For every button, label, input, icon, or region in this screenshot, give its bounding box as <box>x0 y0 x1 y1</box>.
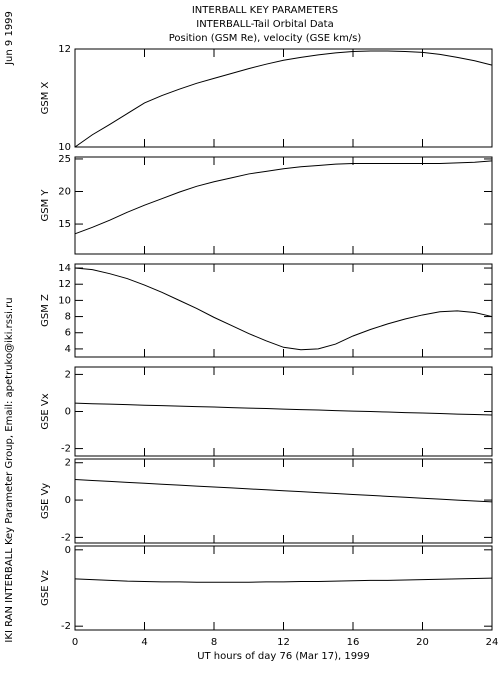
y-tick-label: 20 <box>58 187 71 198</box>
y-tick-label: 0 <box>65 407 71 418</box>
y-tick-label: 2 <box>65 458 71 469</box>
data-line <box>74 160 493 235</box>
y-tick-label: 12 <box>58 279 71 290</box>
y-tick-label: -2 <box>61 532 71 543</box>
data-line <box>74 267 493 351</box>
plot-frame <box>74 545 493 631</box>
x-tick-label: 20 <box>416 637 429 648</box>
y-tick-label: 10 <box>58 295 71 306</box>
y-tick-label: 8 <box>65 312 71 323</box>
x-tick-label: 8 <box>211 637 217 648</box>
y-tick-label: 2 <box>65 369 71 380</box>
x-tick-label: 12 <box>277 637 290 648</box>
y-tick-label: 25 <box>58 154 71 165</box>
y-tick-label: -2 <box>61 621 71 632</box>
data-line <box>74 479 493 503</box>
plot-frame <box>74 366 493 457</box>
y-tick-label: 15 <box>58 219 71 230</box>
credit: IKI RAN INTERBALL Key Parameter Group, E… <box>4 297 15 642</box>
x-tick-label: 24 <box>486 637 499 648</box>
plot-frame <box>74 156 493 255</box>
title-line: INTERBALL-Tail Orbital Data <box>196 19 333 30</box>
plot-frame <box>74 48 493 148</box>
x-tick-label: 16 <box>347 637 360 648</box>
y-axis-label: GSM Y <box>40 189 51 222</box>
y-tick-label: 6 <box>65 328 71 339</box>
y-axis-label: GSE Vy <box>40 483 51 519</box>
y-tick-label: 12 <box>58 44 71 55</box>
y-tick-label: 0 <box>65 545 71 556</box>
x-tick-label: 4 <box>141 637 147 648</box>
x-axis-label: UT hours of day 76 (Mar 17), 1999 <box>197 651 370 662</box>
y-axis-label: GSM Z <box>40 294 51 327</box>
y-tick-label: 14 <box>58 263 71 274</box>
y-axis-label: GSE Vz <box>40 570 51 606</box>
date: Jun 9 1999 <box>4 11 15 66</box>
y-axis-label: GSM X <box>40 81 51 114</box>
plot-frame <box>74 458 493 544</box>
data-line <box>74 577 493 583</box>
y-tick-label: 0 <box>65 495 71 506</box>
data-line <box>74 402 493 416</box>
x-tick-label: 0 <box>72 637 78 648</box>
y-tick-label: 10 <box>58 142 71 153</box>
title-line: Position (GSM Re), velocity (GSE km/s) <box>169 33 362 44</box>
y-tick-label: 4 <box>65 344 71 355</box>
y-axis-label: GSE Vx <box>40 393 51 429</box>
data-line <box>74 50 493 148</box>
plot-frame <box>74 263 493 358</box>
title-line: INTERBALL KEY PARAMETERS <box>192 5 338 16</box>
y-tick-label: -2 <box>61 444 71 455</box>
